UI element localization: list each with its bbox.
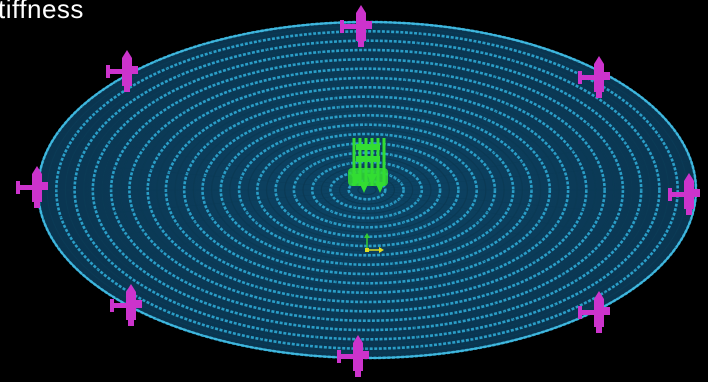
mesh-spoke <box>202 198 358 336</box>
support-arm <box>112 303 126 308</box>
mesh-spoke <box>382 196 620 299</box>
mesh-spoke <box>155 197 355 319</box>
support-arrow <box>684 173 694 181</box>
support-arrow <box>122 50 132 58</box>
mesh-spoke <box>373 31 480 181</box>
support-foot <box>578 306 582 319</box>
support-base <box>686 209 692 215</box>
support-post <box>32 174 42 202</box>
fixed-support-icon[interactable] <box>16 166 48 208</box>
support-arm <box>342 24 356 29</box>
axis-x-arrowhead <box>379 247 384 253</box>
axis-y-arrowhead <box>364 233 370 238</box>
support-arm <box>670 192 684 197</box>
support-base <box>358 41 364 47</box>
support-base <box>34 202 40 208</box>
slide-title: tiffness <box>0 0 84 24</box>
support-arm <box>580 310 594 315</box>
mesh-spoke <box>379 61 579 183</box>
mesh-spoke <box>385 193 677 248</box>
support-foot <box>668 188 672 201</box>
mesh-spoke <box>42 191 348 220</box>
mesh-spoke <box>114 81 352 184</box>
support-cap <box>604 72 610 80</box>
mesh-spoke <box>254 199 361 349</box>
support-arrow <box>126 284 136 292</box>
mesh-spoke <box>382 81 620 184</box>
fixed-support-icon[interactable] <box>578 56 610 98</box>
axis-triad-icon <box>364 233 384 253</box>
support-base <box>596 92 602 98</box>
support-cap <box>363 351 369 359</box>
support-arrow <box>356 5 366 13</box>
force-arrow-icon[interactable] <box>348 138 388 193</box>
mesh-spoke <box>373 199 480 349</box>
fixed-support-icon[interactable] <box>668 173 700 215</box>
support-foot <box>340 20 344 33</box>
support-cap <box>136 300 142 308</box>
support-cap <box>604 307 610 315</box>
support-foot <box>16 181 20 194</box>
mesh-spoke <box>57 132 349 187</box>
support-foot <box>110 299 114 312</box>
mesh-spoke <box>81 105 350 186</box>
support-post <box>684 181 694 209</box>
fixed-support-icon[interactable] <box>106 50 138 92</box>
load-bar <box>356 144 380 150</box>
boundary-constraints <box>16 5 700 377</box>
support-post <box>594 299 604 327</box>
support-base <box>124 86 130 92</box>
support-arm <box>108 69 122 74</box>
axis-origin <box>365 248 369 252</box>
mesh-spoke <box>254 31 361 181</box>
fixed-support-icon[interactable] <box>340 5 372 47</box>
support-post <box>122 58 132 86</box>
mesh-spoke <box>376 44 532 182</box>
mesh-spoke <box>384 194 653 275</box>
mesh-spoke <box>384 105 653 186</box>
mesh-spoke <box>309 199 364 356</box>
mesh-spoke <box>202 44 358 182</box>
plate-mesh-fill <box>38 22 696 358</box>
fixed-support-icon[interactable] <box>578 291 610 333</box>
mesh-spoke <box>42 160 348 189</box>
support-cap <box>694 189 700 197</box>
support-cap <box>42 182 48 190</box>
fixed-support-icon[interactable] <box>337 335 369 377</box>
support-base <box>355 371 361 377</box>
support-cap <box>366 21 372 29</box>
mesh-spoke <box>57 193 349 248</box>
support-cap <box>132 66 138 74</box>
mesh-spoke <box>376 198 532 336</box>
mesh-spoke <box>114 196 352 299</box>
load-bar <box>356 156 380 162</box>
support-foot <box>337 350 341 363</box>
support-post <box>356 13 366 41</box>
mesh-spoke <box>386 160 692 189</box>
mesh-spoke <box>385 132 677 187</box>
support-post <box>126 292 136 320</box>
mesh-spoke <box>155 61 355 183</box>
support-arrow <box>32 166 42 174</box>
support-arrow <box>353 335 363 343</box>
fixed-support-icon[interactable] <box>110 284 142 326</box>
mesh-spoke <box>386 191 692 220</box>
support-arm <box>339 354 353 359</box>
mesh-spoke <box>379 197 579 319</box>
mesh-spoke <box>370 199 425 356</box>
support-base <box>128 320 134 326</box>
support-post <box>353 343 363 371</box>
plate-mesh <box>36 20 698 360</box>
load-cluster <box>348 168 388 186</box>
support-foot <box>578 71 582 84</box>
mesh-spoke <box>81 194 350 275</box>
support-arrow <box>594 56 604 64</box>
support-arrow <box>594 291 604 299</box>
support-foot <box>106 65 110 78</box>
support-arm <box>18 185 32 190</box>
support-arm <box>580 75 594 80</box>
support-post <box>594 64 604 92</box>
support-base <box>596 327 602 333</box>
